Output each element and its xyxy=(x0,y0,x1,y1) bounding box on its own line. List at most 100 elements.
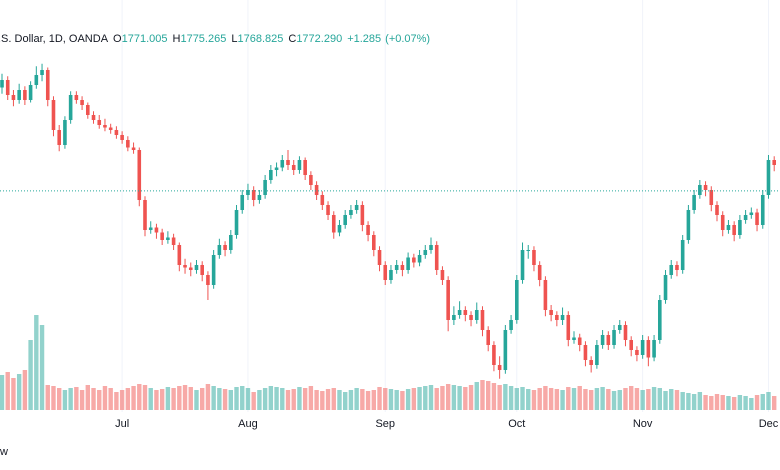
candle-body xyxy=(720,215,725,230)
volume-bar xyxy=(245,388,251,410)
volume-bar xyxy=(131,386,136,410)
candle-body xyxy=(229,235,233,250)
volume-bar xyxy=(743,396,748,410)
volume-bar xyxy=(188,387,193,410)
volume-bar xyxy=(0,375,5,410)
volume-bar xyxy=(51,386,56,410)
candle-body xyxy=(171,237,176,245)
volume-bar xyxy=(34,315,39,410)
volume-bar xyxy=(257,390,262,410)
candle-body xyxy=(91,115,96,120)
candle-body xyxy=(5,80,10,95)
candle-body xyxy=(749,212,754,215)
volume-bar xyxy=(571,388,577,410)
volume-bar xyxy=(11,378,16,410)
volume-bar xyxy=(102,386,108,410)
volume-bar xyxy=(251,392,256,410)
volume-bar xyxy=(606,389,611,410)
candle-body xyxy=(555,315,559,320)
candle-body xyxy=(309,175,313,185)
candle-body xyxy=(669,265,674,275)
x-tick-label: Jul xyxy=(115,418,129,430)
volume-bar xyxy=(623,388,628,410)
volume-bar xyxy=(320,391,325,410)
candle-body xyxy=(280,160,285,168)
volume-bar xyxy=(205,384,211,410)
volume-bar xyxy=(526,389,531,410)
candle-body xyxy=(434,245,439,270)
volume-bar xyxy=(634,388,640,410)
volume-bar xyxy=(583,389,588,410)
candle-body xyxy=(177,245,182,265)
candle-body xyxy=(577,337,582,345)
volume-bar xyxy=(39,325,45,410)
candle-body xyxy=(303,160,307,175)
volume-bar xyxy=(217,388,222,410)
candle-body xyxy=(257,195,262,200)
candle-body xyxy=(469,315,473,320)
candle-body xyxy=(583,345,588,360)
volume-bar xyxy=(754,395,760,410)
candle-body xyxy=(211,255,216,285)
ohlc-prefix: H xyxy=(173,33,181,45)
candle-body xyxy=(652,340,656,358)
ohlc-prefix: O xyxy=(113,33,122,45)
volume-bar xyxy=(45,385,50,410)
candle-body xyxy=(417,255,422,263)
volume-bar xyxy=(343,392,348,410)
candle-body xyxy=(337,225,342,233)
volume-bar xyxy=(440,386,445,410)
candle-body xyxy=(114,130,119,135)
volume-bar xyxy=(28,340,33,410)
volume-bar xyxy=(97,390,102,410)
volume-bar xyxy=(646,389,651,410)
candle-body xyxy=(314,185,319,195)
volume-bar xyxy=(5,372,10,410)
volume-bar xyxy=(508,386,514,410)
volume-bar xyxy=(463,387,468,410)
candle-body xyxy=(160,232,164,240)
volume-bar xyxy=(709,396,714,410)
candle-body xyxy=(97,120,102,125)
volume-bar xyxy=(148,388,153,410)
volume-bar xyxy=(308,386,314,410)
volume-bar xyxy=(434,388,439,410)
volume-bar xyxy=(772,396,777,410)
volume-bar xyxy=(211,386,216,410)
volume-bar xyxy=(325,389,331,410)
volume-bar xyxy=(451,385,457,410)
volume-bar xyxy=(360,389,365,410)
volume-bar xyxy=(182,385,188,410)
candle-body xyxy=(646,340,651,358)
candle-body xyxy=(343,215,347,225)
volume-bar xyxy=(611,391,617,410)
candle-body xyxy=(526,250,531,251)
volume-bar xyxy=(491,383,497,410)
candle-body xyxy=(137,150,142,200)
candle-body xyxy=(429,245,433,250)
candle-body xyxy=(291,165,296,170)
volume-bar xyxy=(354,388,359,410)
candle-body xyxy=(440,270,445,280)
volume-bar xyxy=(531,390,537,410)
volume-bar xyxy=(417,387,422,410)
volume-bar xyxy=(428,385,434,410)
candle-body xyxy=(297,160,302,170)
candle-body xyxy=(738,220,742,235)
candle-body xyxy=(520,250,525,280)
volume-bar xyxy=(669,389,674,410)
volume-bar xyxy=(640,390,645,410)
volume-bar xyxy=(503,384,508,410)
volume-bar xyxy=(474,382,479,410)
candle-body xyxy=(108,127,113,130)
candle-body xyxy=(760,195,765,225)
candle-body xyxy=(663,275,668,300)
volume-bar xyxy=(177,386,182,410)
candle-body xyxy=(349,210,353,215)
candle-body xyxy=(234,210,239,235)
volume-bar xyxy=(280,388,285,410)
candle-body xyxy=(549,310,553,315)
volume-bar xyxy=(760,394,765,410)
candle-body xyxy=(86,105,90,115)
